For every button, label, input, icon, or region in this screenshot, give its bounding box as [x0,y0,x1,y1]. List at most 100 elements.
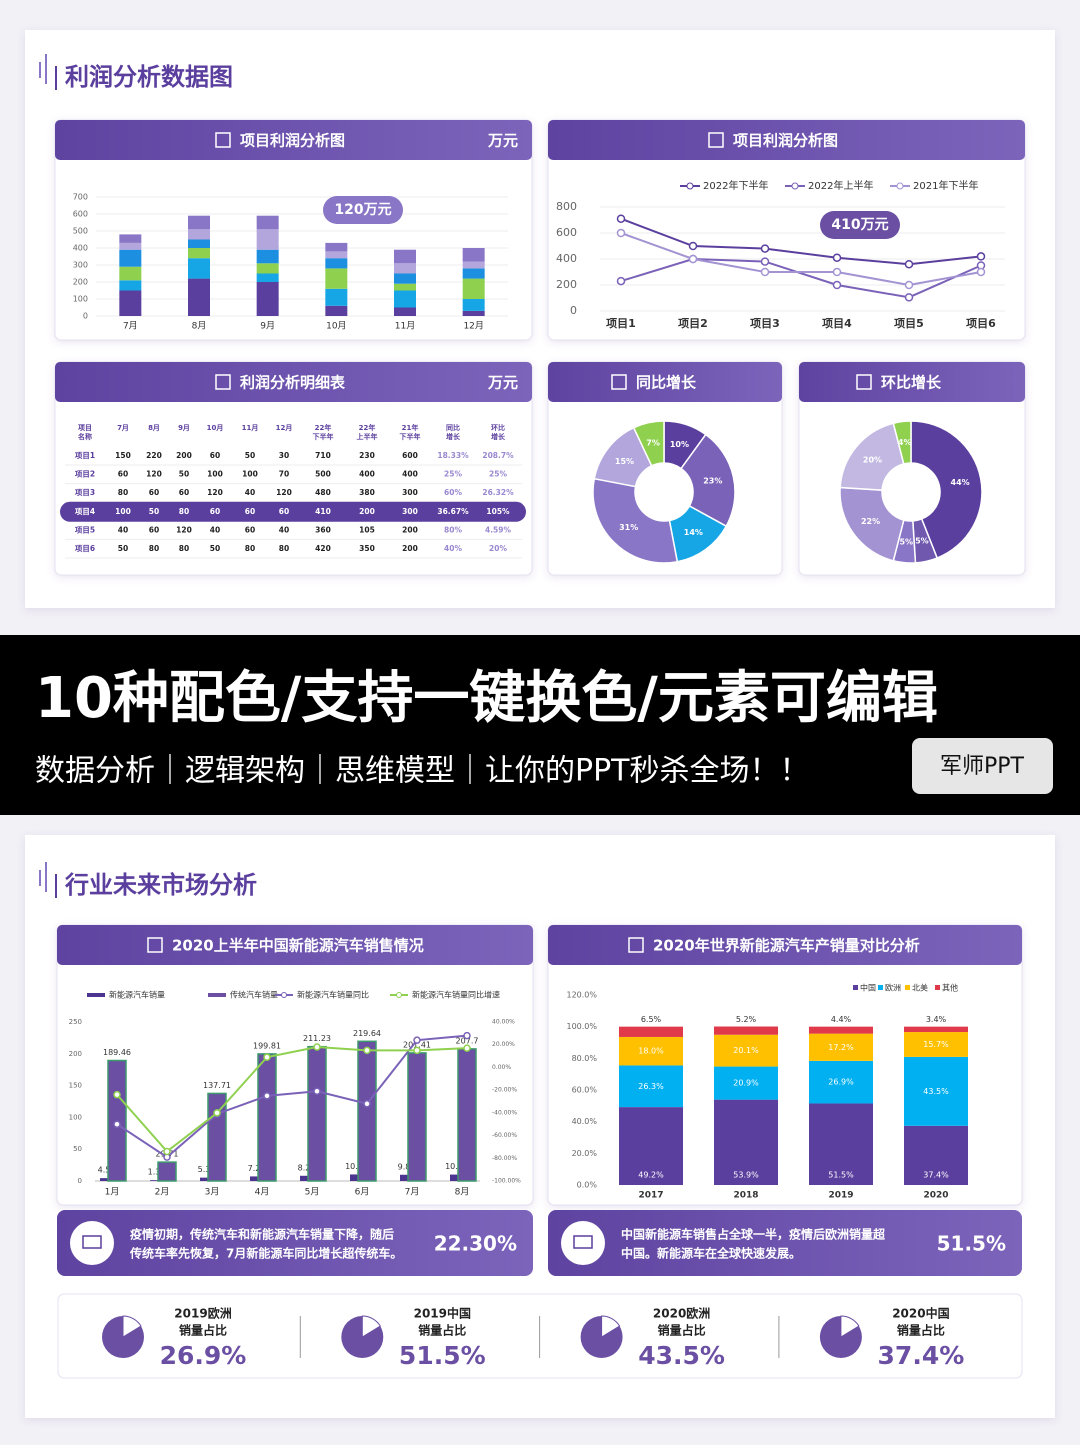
note-box [57,1210,533,1276]
stat-label: 2020欧洲 [653,1306,710,1321]
table-cell: 18.33% [437,451,469,460]
slice [632,420,665,467]
data-label: 51.5% [828,1171,854,1180]
x-tick-label: 7月 [123,321,138,332]
point [113,1120,121,1128]
slice-label: 4% [898,438,912,447]
data-label: 5.2% [736,1015,757,1024]
legend-swatch [896,182,904,190]
bar [100,1178,108,1181]
line [620,217,982,266]
x-tick-label: 9月 [260,321,275,332]
bar [257,1053,277,1182]
legend-label: 新能源汽车销量 [109,990,165,1000]
bar-segment [809,1026,873,1034]
table-cell: 50 [149,507,159,516]
table-cell: 380 [359,488,375,497]
panel-unit: 万元 [487,374,518,392]
table-cell: 80 [118,488,128,497]
bar [307,1045,327,1182]
table-cell: 410 [315,507,331,516]
table-header: 下半年 [313,432,334,441]
legend-swatch [87,993,105,997]
bar-segment [394,263,416,274]
x-tick-label: 2月 [155,1187,170,1198]
legend-swatch [905,985,910,990]
table-header: 12月 [276,424,293,432]
legend-label: 传统汽车销量 [230,990,278,1000]
legend-swatch [686,182,694,190]
panel-unit: 万元 [487,132,518,150]
data-label: 18.0% [638,1047,664,1056]
table-header: 9月 [178,424,190,432]
stat-label: 销量占比 [658,1323,706,1338]
point [413,1046,421,1055]
table-header: 10月 [207,424,224,432]
bar-segment [119,242,142,250]
data-label: 37.4% [923,1171,949,1180]
table-cell: 710 [315,451,331,460]
row-highlight [60,501,526,522]
table-cell: 项目4 [75,507,95,516]
bar-segment [325,242,348,252]
table-cell: 60 [245,507,255,516]
bar [157,1161,177,1182]
point [832,267,842,277]
slice-label: 7% [646,439,660,448]
bar-segment [325,258,348,269]
point [463,1044,471,1052]
point [904,293,914,302]
point [363,1046,371,1055]
slide-title: 利润分析数据图 [65,63,233,91]
data-label: 4.4% [831,1015,852,1024]
data-label: 43.5% [923,1087,949,1096]
table-cell: 60 [118,470,128,479]
y-tick-label: 100.0% [566,1022,597,1031]
table-cell: 25% [489,470,507,479]
legend-swatch [208,993,226,997]
panel-header [548,120,1025,160]
y-tick-label: 120.0% [566,991,597,1000]
table-header: 21年 [402,423,419,432]
y-tick-label: 50 [73,1145,82,1153]
note-icon-bars [82,1235,102,1249]
stat-value: 37.4% [878,1341,965,1370]
stat-label: 2020中国 [892,1306,949,1321]
bar-segment [119,266,142,281]
data-label: 211.23 [303,1034,331,1043]
data-label: 7.2 [248,1164,261,1173]
bar-segment [188,239,210,248]
panel-title: 2020上半年中国新能源汽车销售情况 [172,937,424,955]
bar-segment [119,290,142,316]
slice [910,420,983,559]
y-tick-label: 100 [73,295,88,304]
panel-header [57,925,533,965]
table-cell: 60 [210,507,220,516]
table-cell: 项目3 [75,488,95,497]
table-cell: 230 [359,451,375,460]
y-tick-label: -100.00% [492,1178,521,1185]
bar [400,1174,408,1181]
header-icon [708,132,724,148]
point [413,1036,421,1044]
slice [839,486,905,562]
table-cell: 80 [179,507,189,516]
slice-label: 15% [615,457,634,466]
x-tick-label: 项目3 [750,317,780,330]
slice [592,477,679,564]
bar-segment [714,1034,778,1067]
table-cell: 50 [245,451,255,460]
bar-segment [462,268,485,279]
slide-title: 行业未来市场分析 [64,871,257,899]
bar-segment [325,268,348,289]
panel-header [548,362,782,402]
note-text: 中国新能源车销售占全球一半，疫情后欧洲销量超 [621,1227,886,1242]
panel-title: 2020年世界新能源汽车产销量对比分析 [653,937,920,955]
point [313,1087,321,1096]
stat-icon-cut [840,1315,860,1338]
legend-label: 新能源汽车销量同比增速 [412,990,500,1000]
y-tick-label: 400 [556,252,577,265]
note-box [548,1210,1022,1276]
data-label: 15.7% [923,1040,949,1049]
table-cell: 300 [402,488,418,497]
